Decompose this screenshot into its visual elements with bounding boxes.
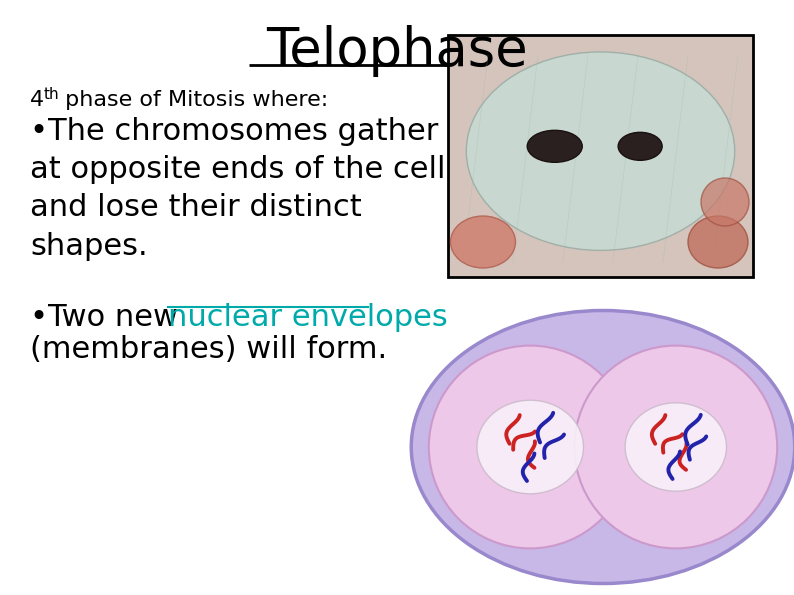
Ellipse shape bbox=[527, 130, 582, 162]
Text: nuclear envelopes: nuclear envelopes bbox=[168, 303, 448, 332]
Text: 4: 4 bbox=[30, 90, 44, 110]
Ellipse shape bbox=[477, 400, 584, 494]
Ellipse shape bbox=[688, 216, 748, 268]
Bar bbox=[448, 35, 753, 277]
Ellipse shape bbox=[619, 132, 662, 160]
Ellipse shape bbox=[701, 178, 749, 226]
Text: Telophase: Telophase bbox=[266, 25, 528, 77]
Circle shape bbox=[574, 346, 777, 549]
Ellipse shape bbox=[411, 311, 794, 584]
Text: •The chromosomes gather
at opposite ends of the cell
and lose their distinct
sha: •The chromosomes gather at opposite ends… bbox=[30, 117, 445, 261]
Ellipse shape bbox=[450, 216, 515, 268]
Text: (membranes) will form.: (membranes) will form. bbox=[30, 335, 387, 364]
Circle shape bbox=[429, 346, 631, 549]
Text: •Two new: •Two new bbox=[30, 303, 187, 332]
Text: phase of Mitosis where:: phase of Mitosis where: bbox=[58, 90, 328, 110]
Ellipse shape bbox=[466, 52, 734, 250]
Ellipse shape bbox=[625, 403, 727, 491]
Text: th: th bbox=[44, 87, 60, 102]
